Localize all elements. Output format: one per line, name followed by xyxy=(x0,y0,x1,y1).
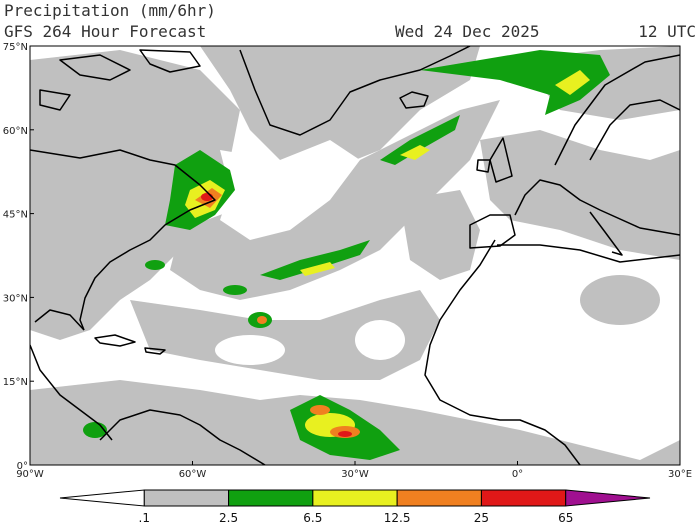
precip-area xyxy=(130,290,440,380)
colorbar-segment xyxy=(396,489,482,507)
colorbar-segment xyxy=(59,489,145,507)
lat-label: 45°N xyxy=(3,210,28,221)
lat-label: 15°N xyxy=(3,377,28,388)
lon-label: 60°W xyxy=(179,469,207,480)
coastline xyxy=(30,149,216,331)
coastline xyxy=(514,179,680,236)
colorbar-segment xyxy=(228,489,314,507)
precip-area xyxy=(420,50,610,115)
coastlines xyxy=(30,46,680,465)
coastline xyxy=(30,344,113,441)
coastline xyxy=(39,89,71,111)
coastline xyxy=(99,409,266,465)
axis-labels: 75°N60°N45°N30°N15°N0°90°W 60°W 30°W 0° 30°E xyxy=(3,42,692,480)
lat-label: 60°N xyxy=(3,126,28,137)
coastline xyxy=(399,91,429,109)
colorbar-segment xyxy=(565,489,651,507)
precip-area xyxy=(300,262,335,276)
coastline xyxy=(554,54,680,166)
precip-area xyxy=(480,130,680,260)
colorbar-segment xyxy=(143,489,230,507)
coastline xyxy=(469,214,516,249)
valid-date: Wed 24 Dec 2025 xyxy=(395,22,540,41)
lon-label: 0° xyxy=(512,469,523,480)
precip-area xyxy=(580,275,660,325)
colorbar-label: 65 xyxy=(558,511,573,525)
lat-label: 75°N xyxy=(3,42,28,53)
colorbar-segment xyxy=(480,489,567,507)
coastline xyxy=(59,54,131,81)
colorbar-label: 12.5 xyxy=(384,511,411,525)
coastline xyxy=(144,347,166,355)
coastline xyxy=(589,99,680,161)
coastline xyxy=(94,334,136,347)
coastline xyxy=(489,137,513,183)
precip-area xyxy=(145,260,165,270)
lat-label: 30°N xyxy=(3,293,28,304)
subtitle: GFS 264 Hour Forecast xyxy=(4,22,206,41)
coastline xyxy=(424,239,581,465)
precip-area xyxy=(30,50,240,340)
coastline xyxy=(589,211,623,256)
lat-label: 0° xyxy=(17,461,28,472)
title: Precipitation (mm/6hr) xyxy=(4,1,216,20)
precip-area xyxy=(223,285,247,295)
colorbar-label: .1 xyxy=(139,511,150,525)
precip-area xyxy=(380,115,460,165)
precip-moderate xyxy=(83,50,610,460)
precip-area xyxy=(260,240,370,280)
precip-area xyxy=(200,46,480,170)
coastline xyxy=(239,46,471,136)
precip-area xyxy=(215,335,285,365)
coastline xyxy=(34,309,85,331)
colorbar: .1 2.5 6.5 12.5 25 65 xyxy=(59,489,651,525)
precip-area xyxy=(400,190,480,280)
lon-label: 30°W xyxy=(341,469,369,480)
coastline xyxy=(476,159,491,173)
coastline xyxy=(139,49,201,73)
precip-area xyxy=(555,70,590,95)
precip-area xyxy=(355,320,405,360)
precip-area xyxy=(257,316,267,324)
colorbar-label: 25 xyxy=(474,511,489,525)
lon-label: 90°W xyxy=(16,469,44,480)
precip-area xyxy=(220,140,360,240)
precip-area xyxy=(310,405,330,415)
coastline xyxy=(497,244,680,263)
colorbar-label: 6.5 xyxy=(303,511,322,525)
precip-area xyxy=(338,431,352,437)
valid-time: 12 UTC xyxy=(638,22,696,41)
colorbar-label: 2.5 xyxy=(219,511,238,525)
colorbar-segment xyxy=(312,489,398,507)
precip-area xyxy=(400,145,430,160)
lon-label: 30°E xyxy=(668,469,692,480)
precip-white-gaps xyxy=(215,140,405,365)
